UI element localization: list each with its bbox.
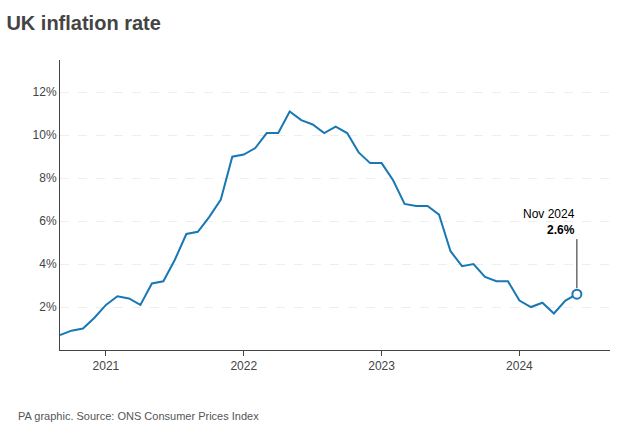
svg-text:2%: 2% [39, 300, 57, 314]
svg-text:Nov 20242.6%: Nov 20242.6% [523, 207, 575, 237]
svg-text:10%: 10% [33, 128, 57, 142]
svg-text:4%: 4% [39, 257, 57, 271]
svg-text:6%: 6% [39, 214, 57, 228]
svg-text:12%: 12% [33, 85, 57, 99]
svg-text:2023: 2023 [368, 359, 395, 373]
svg-text:8%: 8% [39, 171, 57, 185]
svg-text:2021: 2021 [93, 359, 120, 373]
svg-text:2024: 2024 [506, 359, 533, 373]
svg-text:PA graphic. Source: ONS Consum: PA graphic. Source: ONS Consumer Prices … [18, 410, 259, 422]
svg-text:UK inflation rate: UK inflation rate [6, 12, 160, 34]
svg-text:2022: 2022 [230, 359, 257, 373]
